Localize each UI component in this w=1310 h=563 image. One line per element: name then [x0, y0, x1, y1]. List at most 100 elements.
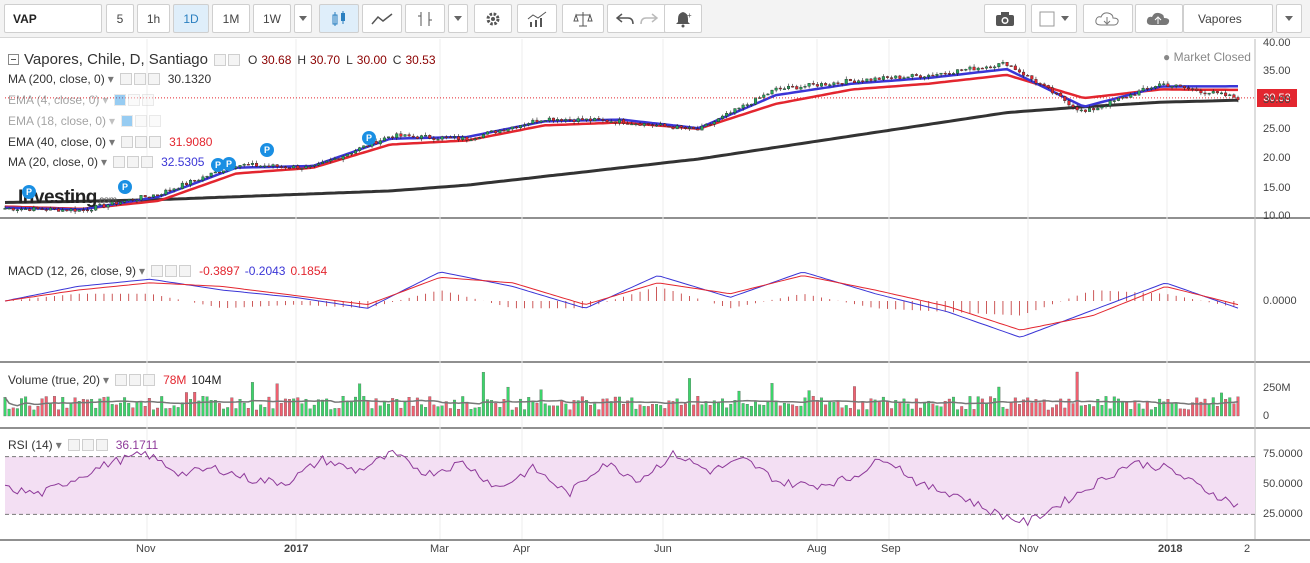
- candle-body: [151, 194, 155, 198]
- symbol-name-button[interactable]: Vapores: [1183, 4, 1273, 33]
- legend-buttons[interactable]: [121, 115, 163, 127]
- interval-1d-button[interactable]: 1D: [173, 4, 209, 33]
- interval-1h-button[interactable]: 1h: [137, 4, 170, 33]
- chevron-down-icon[interactable]: ▾: [55, 438, 62, 452]
- legend-buttons[interactable]: [151, 265, 193, 277]
- volume-bar: [15, 408, 19, 417]
- chevron-down-icon: [299, 16, 307, 21]
- indicators-button[interactable]: [517, 4, 557, 33]
- undo-redo-group: [607, 4, 667, 33]
- settings-button[interactable]: [474, 4, 512, 33]
- volume-bar: [98, 398, 102, 417]
- volume-bar: [184, 392, 188, 417]
- screenshot-button[interactable]: [984, 4, 1026, 33]
- volume-bar: [147, 398, 151, 417]
- dividend-marker[interactable]: P: [22, 185, 36, 199]
- legend-buttons[interactable]: [114, 94, 156, 106]
- save-chart-button[interactable]: [1135, 4, 1183, 33]
- candle-body: [1092, 108, 1096, 111]
- candle-body: [61, 209, 65, 212]
- candle-body: [139, 195, 143, 201]
- dividend-marker[interactable]: P: [222, 157, 236, 171]
- dividend-marker[interactable]: P: [211, 158, 225, 172]
- candle-body: [1182, 85, 1186, 89]
- volume-bar: [197, 400, 201, 417]
- candle-body: [984, 66, 988, 69]
- undo-icon[interactable]: [616, 12, 634, 26]
- legend-buttons[interactable]: [113, 156, 155, 168]
- legend-buttons[interactable]: [67, 439, 110, 451]
- chart-canvas[interactable]: [0, 39, 1310, 563]
- chevron-down-icon[interactable]: ▾: [101, 155, 108, 169]
- candle-body: [815, 84, 819, 87]
- legend-buttons[interactable]: [121, 136, 163, 148]
- dividend-marker[interactable]: P: [362, 131, 376, 145]
- candle-body: [584, 118, 588, 121]
- candle-body: [626, 123, 630, 125]
- volume-bar: [754, 401, 757, 417]
- volume-bar: [972, 409, 976, 417]
- legend-buttons[interactable]: [119, 73, 162, 85]
- line-chart-button[interactable]: [362, 4, 402, 33]
- volume-bar: [267, 396, 271, 417]
- volume-bar: [48, 403, 52, 417]
- volume-bar: [1220, 392, 1223, 417]
- candle-body: [106, 204, 110, 208]
- interval-5-button[interactable]: 5: [106, 4, 134, 33]
- candle-body: [477, 137, 481, 139]
- volume-bar: [242, 402, 246, 417]
- bars-button[interactable]: [405, 4, 445, 33]
- volume-bar: [1174, 403, 1178, 417]
- volume-bar: [444, 401, 448, 417]
- volume-bar: [613, 396, 617, 417]
- symbol-dropdown-button[interactable]: [1276, 4, 1302, 33]
- chart-area[interactable]: Vapores, Chile, D, Santiago O 30.68 H 30…: [0, 37, 1310, 563]
- chevron-down-icon[interactable]: ▾: [103, 373, 110, 387]
- dividend-marker[interactable]: P: [260, 143, 274, 157]
- compare-button[interactable]: [562, 4, 604, 33]
- volume-bar: [1178, 408, 1182, 417]
- volume-bar: [1059, 398, 1063, 417]
- candle-body: [341, 155, 345, 160]
- candle-body: [865, 78, 869, 82]
- color-picker-button[interactable]: [1031, 4, 1077, 33]
- candle-body: [795, 86, 799, 90]
- ohlc-l-value: 30.00: [356, 52, 387, 67]
- candle-body: [877, 77, 881, 80]
- chevron-down-icon[interactable]: ▾: [109, 135, 116, 149]
- candle-body: [749, 103, 753, 106]
- chart-type-dropdown[interactable]: [448, 4, 468, 33]
- alert-button[interactable]: +: [664, 4, 702, 33]
- ohlc-c-label: C: [392, 52, 402, 67]
- symbol-input[interactable]: VAP: [4, 4, 102, 33]
- candle-body: [692, 126, 696, 129]
- volume-bar: [1030, 402, 1034, 417]
- candle-body: [48, 207, 52, 211]
- interval-1w-button[interactable]: 1W: [253, 4, 291, 33]
- redo-icon[interactable]: [640, 12, 658, 26]
- load-chart-button[interactable]: [1083, 4, 1133, 33]
- chevron-down-icon[interactable]: ▾: [139, 264, 146, 278]
- volume-bar: [300, 403, 304, 417]
- legend-buttons[interactable]: [115, 374, 157, 386]
- candles-button[interactable]: [319, 4, 359, 33]
- candle-body: [518, 125, 522, 129]
- candle-body: [762, 94, 766, 98]
- volume-bar: [985, 402, 988, 417]
- chevron-down-icon[interactable]: ▾: [109, 114, 116, 128]
- collapse-icon[interactable]: [8, 54, 19, 65]
- volume-bar: [279, 403, 283, 417]
- candle-body: [733, 108, 737, 114]
- legend-buttons[interactable]: [214, 53, 242, 66]
- interval-dropdown-button[interactable]: [294, 4, 312, 33]
- interval-1m-button[interactable]: 1M: [212, 4, 250, 33]
- chevron-down-icon[interactable]: ▾: [102, 93, 109, 107]
- candle-body: [836, 82, 840, 84]
- candle-body: [329, 159, 333, 162]
- candle-body: [135, 199, 139, 202]
- y-tick-label: 40.00: [1263, 37, 1291, 49]
- candle-body: [411, 135, 415, 138]
- chevron-down-icon[interactable]: ▾: [107, 72, 114, 86]
- candle-body: [807, 83, 811, 87]
- dividend-marker[interactable]: P: [118, 180, 132, 194]
